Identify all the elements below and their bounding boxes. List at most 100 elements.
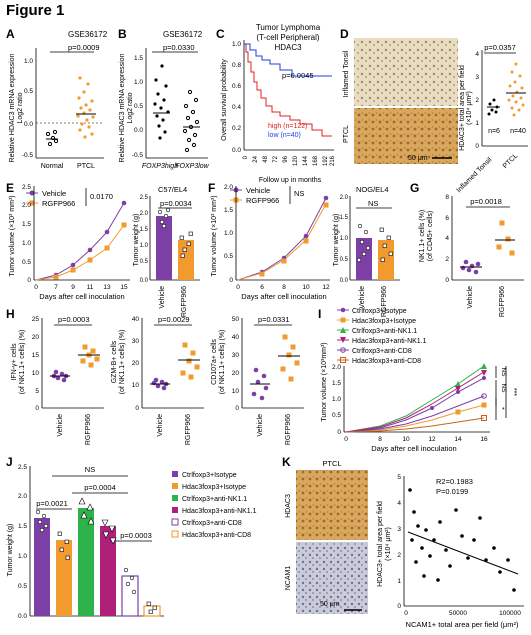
panel-a-tick: 1.0 xyxy=(24,58,33,65)
panel-h-group: Vehicle xyxy=(157,414,164,437)
panel-c-ytick: 0.0 xyxy=(232,147,241,154)
panel-letter-i: I xyxy=(318,307,321,321)
panel-c-xtick: 72 xyxy=(273,155,279,162)
panel-k-ytick: 2 xyxy=(397,552,401,559)
panel-letter-c: C xyxy=(216,27,225,41)
panel-j-p3: p=0.0003 xyxy=(120,531,152,540)
panel-k-ytick: 3 xyxy=(397,526,401,533)
panel-a-tick: -0.5 xyxy=(22,152,34,159)
panel-b: B GSE36172 p=0.0330 Relative HDAC3 mRNA … xyxy=(118,27,210,170)
panel-e-xtick: 0 xyxy=(34,284,38,291)
panel-h-group: Vehicle xyxy=(257,414,264,437)
panel-g-group: RGFP966 xyxy=(499,286,506,317)
panel-f-legend: Vehicle xyxy=(246,186,270,195)
panel-c-curve-low xyxy=(244,43,332,77)
panel-e-curve-rgfp xyxy=(35,224,125,281)
figure-title: Figure 1 xyxy=(6,2,65,19)
panel-j-ns: NS xyxy=(85,465,95,474)
panel-f-ytick: 1.0 xyxy=(224,230,233,237)
panel-i-curve xyxy=(345,395,485,433)
panel-e-bar-tick: 0.0 xyxy=(140,278,149,284)
panel-g-group: Vehicle xyxy=(467,286,474,309)
panel-h-group: RGFP966 xyxy=(285,414,292,445)
panel-e-bar-tick: 0.5 xyxy=(140,259,149,265)
panel-h-tick-2: 10 xyxy=(132,382,140,389)
panel-g-ylabel-1: NK1.1+ cells (%) xyxy=(419,210,426,262)
panel-k-ylabel-1: HDAC3+ total area per field xyxy=(377,501,384,587)
panel-h-group: RGFP966 xyxy=(85,414,92,445)
panel-c-xtick: 96 xyxy=(283,155,289,162)
panel-k-label-top: HDAC3 xyxy=(285,494,292,518)
panel-a-dots xyxy=(45,76,96,147)
panel-j-p1: p=0.0004 xyxy=(84,483,116,492)
panel-e-bar-group: RGFP966 xyxy=(181,286,188,317)
panel-g-tick: 4 xyxy=(445,235,449,242)
panel-f-bar-group: RGFP966 xyxy=(381,286,388,317)
panel-c-xtick: 48 xyxy=(263,155,269,162)
panel-c-xtick: 144 xyxy=(303,155,309,166)
panel-k-xlabel: NCAM1+ total area per field (μm²) xyxy=(406,620,519,629)
panel-k-title: PTCL xyxy=(322,459,341,468)
panel-j: J NS p=0.0004 p=0.0021 p=0.0003 Tumor we… xyxy=(6,455,257,620)
panel-d-tick: 1 xyxy=(475,120,479,127)
panel-d-group: PTCL xyxy=(502,152,520,170)
panel-h-ylabel-3b: (of NK1.1+ cells) (%) xyxy=(219,330,226,395)
panel-b-tick: 1.0 xyxy=(134,79,143,86)
panel-i-ylabel: Tumor volume (×10³mm³) xyxy=(321,342,328,421)
panel-i-curve xyxy=(345,371,485,433)
panel-a-ylabel-2: Log2 ratio xyxy=(17,92,24,123)
panel-h: H p=0.0003 IFN-γ+ cells (of NK1.1+ cells… xyxy=(6,307,304,445)
panel-a-dataset: GSE36172 xyxy=(68,30,108,39)
panel-i-xtick: 14 xyxy=(454,436,462,443)
panel-e-ytick: 2.0 xyxy=(22,202,31,209)
panel-g-tick: 0 xyxy=(445,277,449,284)
panel-e-curve-p: 0.0170 xyxy=(90,192,113,201)
panel-k-xtick: 0 xyxy=(404,610,408,617)
panel-b-group: FOXP3high xyxy=(142,163,178,170)
panel-h-tick-3: 10 xyxy=(232,388,240,395)
panel-c-xtick: 24 xyxy=(253,155,259,162)
panel-f-bar-tick: 0.0 xyxy=(340,278,349,284)
panel-f-bar-rgfp xyxy=(378,240,394,280)
panel-e-xtick: 11 xyxy=(87,284,94,291)
panel-e-xlabel: Days after cell inoculation xyxy=(39,292,124,301)
panel-e-ylabel: Tumor volume (×10³ mm³) xyxy=(9,195,16,276)
panel-a: A GSE36172 p=0.0009 Relative HDAC3 mRNA … xyxy=(6,27,108,170)
panel-g-tick: 2 xyxy=(445,256,449,263)
panel-e-legend: RGFP966 xyxy=(42,199,75,208)
panel-c-title-2: (T-cell Peripheral) xyxy=(256,33,319,42)
panel-k-xtick: 100000 xyxy=(499,610,521,617)
panel-i-curve xyxy=(345,365,485,433)
panel-j-legend: Ctrlfoxp3+anti-NK1.1 xyxy=(182,496,247,503)
panel-g-ylabel-2: (of CD45+ cells) xyxy=(427,211,434,261)
panel-c-title-3: HDAC3 xyxy=(274,43,302,52)
panel-b-ylabel-2: Log2 ratio xyxy=(127,92,134,123)
panel-i-legend: Hdac3foxp3+anti-CD8 xyxy=(352,358,421,365)
panel-j-tick: 2.5 xyxy=(18,464,27,471)
panel-e-ytick: 1.0 xyxy=(22,240,31,247)
panel-a-tick: 0.5 xyxy=(24,88,33,95)
panel-k-scalebar-label: 50 μm xyxy=(320,601,340,608)
panel-i: I Ctrlfoxp3+Isotype Hdac3foxp3+Isotype C… xyxy=(318,307,517,453)
panel-i-sig: NS xyxy=(500,383,507,393)
panel-g: G p=0.0018 NK1.1+ cells (%) (of CD45+ ce… xyxy=(410,181,524,317)
panel-d-group: Inflamed Tonsil xyxy=(456,156,494,194)
panel-i-sig: NS xyxy=(500,367,507,377)
panel-f-xtick: 0 xyxy=(236,284,240,291)
panel-f-curve-rgfp xyxy=(237,203,327,281)
panel-f-ytick: 1.5 xyxy=(224,207,233,214)
panel-b-group: FOXP3low xyxy=(175,163,209,170)
panel-k-ytick: 0 xyxy=(397,603,401,610)
panel-d-ihc-ptcl-image xyxy=(354,108,458,164)
panel-i-xtick: 10 xyxy=(402,436,410,443)
panel-i-xtick: 8 xyxy=(378,436,382,443)
panel-letter-k: K xyxy=(282,455,291,469)
panel-c-ytick: 1.0 xyxy=(232,41,241,48)
panel-j-bar xyxy=(100,526,116,616)
panel-d-dots xyxy=(487,62,526,117)
panel-d-scalebar-label: 50 μm xyxy=(408,155,428,162)
panel-g-tick: 8 xyxy=(445,194,449,201)
panel-k-xtick: 50000 xyxy=(449,610,467,617)
panel-j-bar xyxy=(34,518,50,616)
